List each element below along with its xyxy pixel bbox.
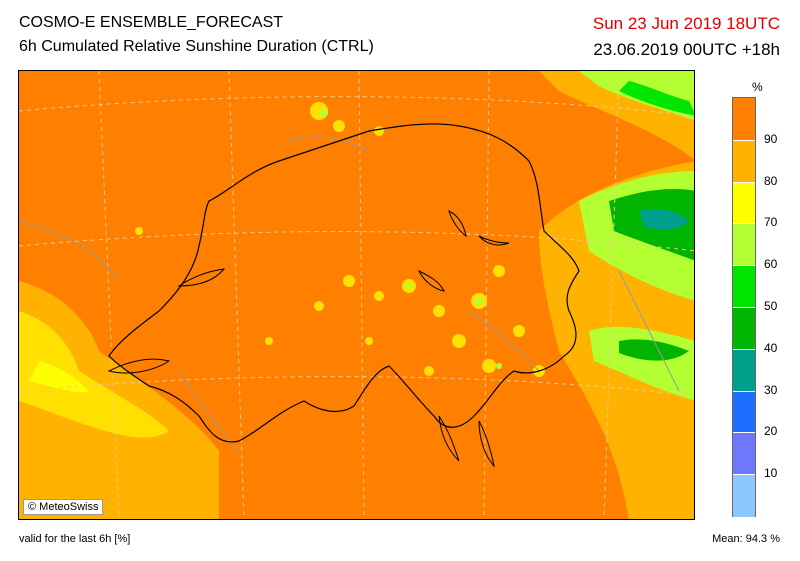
lat-lon-grid bbox=[19, 71, 694, 519]
color-legend bbox=[732, 97, 756, 517]
cloud-core-east-deep bbox=[639, 209, 689, 230]
legend-tick-label: 30 bbox=[764, 382, 778, 397]
mean-value: Mean: 94.3 % bbox=[712, 533, 780, 545]
legend-tick-label: 50 bbox=[764, 299, 778, 313]
legend-bin bbox=[733, 307, 755, 350]
legend-bin bbox=[733, 348, 755, 392]
chart-title: COSMO-E ENSEMBLE_FORECAST bbox=[19, 14, 284, 31]
legend-bin bbox=[733, 98, 755, 140]
legend-bin bbox=[733, 181, 755, 225]
legend-unit: % bbox=[752, 80, 763, 94]
cloud-core-northeast bbox=[619, 81, 694, 116]
legend-bin bbox=[733, 139, 755, 183]
lowest-sunshine-area-southwest bbox=[29, 361, 89, 393]
cloud-core-southeast bbox=[619, 339, 689, 361]
legend-tick-label: 40 bbox=[764, 340, 778, 355]
forecast-map: © MeteoSwiss bbox=[18, 70, 695, 520]
legend-tick-label: 10 bbox=[764, 466, 778, 481]
validity-note: valid for the last 6h [%] bbox=[19, 533, 131, 545]
copyright-label: © MeteoSwiss bbox=[23, 499, 104, 515]
legend-bin bbox=[733, 474, 755, 517]
lakes bbox=[107, 210, 510, 468]
low-sunshine-area-southwest-core bbox=[19, 311, 169, 438]
legend-bin bbox=[733, 390, 755, 434]
legend-tick-label: 90 bbox=[764, 131, 778, 146]
legend-tick-label: 60 bbox=[764, 257, 778, 272]
chart-subtitle: 6h Cumulated Relative Sunshine Duration … bbox=[19, 38, 374, 55]
legend-bin bbox=[733, 223, 755, 267]
legend-tick-label: 20 bbox=[764, 424, 778, 439]
scattered-cloud-cores bbox=[320, 109, 502, 369]
valid-time: Sun 23 Jun 2019 18UTC bbox=[592, 14, 780, 33]
map-canvas bbox=[19, 71, 694, 519]
legend-bin bbox=[733, 265, 755, 308]
run-time: 23.06.2019 00UTC +18h bbox=[593, 40, 780, 59]
switzerland-border bbox=[108, 123, 580, 443]
legend-tick-label: 70 bbox=[764, 215, 778, 230]
legend-tick-label: 80 bbox=[764, 173, 778, 188]
regional-borders bbox=[19, 136, 680, 452]
legend-bin bbox=[733, 432, 755, 476]
